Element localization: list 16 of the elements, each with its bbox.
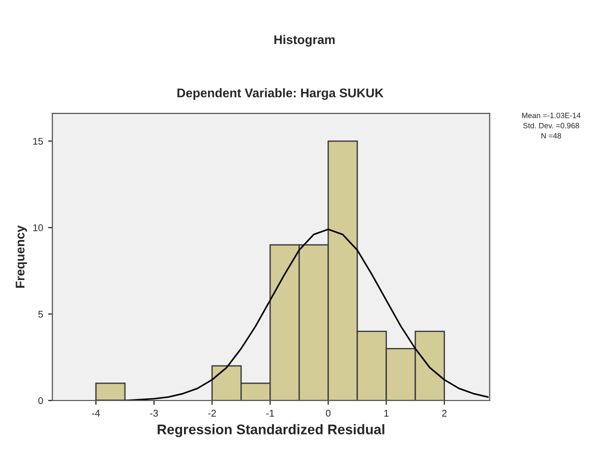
line-series	[95, 228, 489, 400]
x-tick-label: 0	[326, 410, 331, 417]
y-tick-label: 0	[38, 397, 43, 404]
x-tick-label: -4	[92, 410, 100, 417]
x-tick-label: -1	[266, 410, 274, 417]
y-axis-title: Frequency	[16, 225, 27, 288]
chart-subtitle: Dependent Variable: Harga SUKUK	[177, 88, 384, 100]
y-tick-label: 15	[33, 138, 43, 145]
y-tick-label: 10	[33, 224, 43, 232]
x-axis-title: Regression Standardized Residual	[158, 424, 384, 438]
chart-title: Histogram	[274, 34, 335, 47]
x-tick-label: 2	[442, 410, 447, 417]
y-tick-label: 5	[38, 310, 43, 318]
x-tick-label: -3	[150, 410, 158, 417]
x-tick-label: -2	[208, 410, 216, 417]
x-tick-label: 1	[384, 410, 388, 417]
